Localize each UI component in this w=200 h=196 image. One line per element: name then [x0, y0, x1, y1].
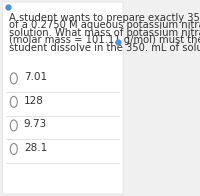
Text: A student wants to prepare exactly 350. mL: A student wants to prepare exactly 350. … — [9, 13, 200, 23]
Text: (molar mass = 101.11 g/mol) must the: (molar mass = 101.11 g/mol) must the — [9, 35, 200, 45]
Text: student dissolve in the 350. mL of solution?: student dissolve in the 350. mL of solut… — [9, 43, 200, 53]
Text: 7.01: 7.01 — [24, 72, 47, 83]
Text: of a 0.2750 M aqueous potassium nitrate: of a 0.2750 M aqueous potassium nitrate — [9, 20, 200, 30]
Text: 28.1: 28.1 — [24, 143, 47, 153]
Text: 128: 128 — [24, 96, 44, 106]
Text: solution. What mass of potassium nitrate: solution. What mass of potassium nitrate — [9, 28, 200, 38]
Text: 9.73: 9.73 — [24, 119, 47, 130]
FancyBboxPatch shape — [3, 2, 123, 194]
